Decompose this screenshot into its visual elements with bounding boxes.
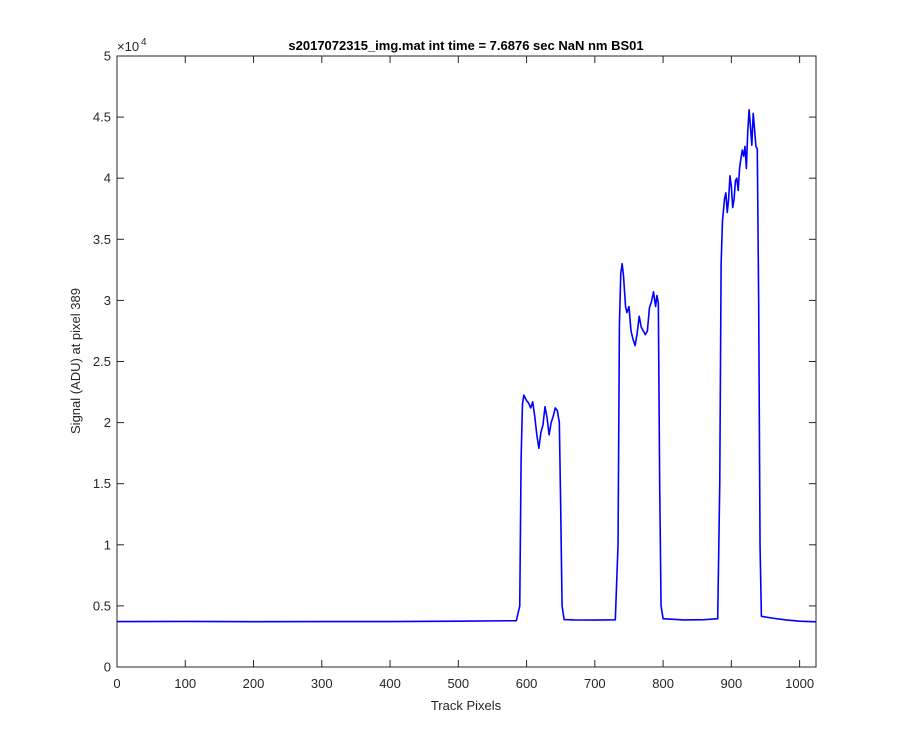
y-exponent-base: ×10	[117, 39, 139, 54]
y-tick-label: 3	[104, 293, 111, 308]
y-tick-label: 2.5	[93, 354, 111, 369]
y-tick-label: 1.5	[93, 476, 111, 491]
x-tick-label: 300	[311, 676, 333, 691]
y-axis-label: Signal (ADU) at pixel 389	[68, 288, 83, 434]
y-tick-label: 2	[104, 415, 111, 430]
y-tick-label: 3.5	[93, 232, 111, 247]
x-tick-label: 100	[174, 676, 196, 691]
y-tick-label: 1	[104, 537, 111, 552]
x-tick-label: 200	[243, 676, 265, 691]
x-tick-label: 800	[652, 676, 674, 691]
y-tick-label: 0.5	[93, 598, 111, 613]
y-exponent-power: 4	[141, 37, 147, 48]
x-tick-label: 900	[721, 676, 743, 691]
x-axis-label: Track Pixels	[431, 698, 502, 713]
x-tick-label: 700	[584, 676, 606, 691]
y-exponent-label: ×10 4	[117, 37, 147, 54]
x-tick-label: 500	[447, 676, 469, 691]
x-tick-label: 600	[516, 676, 538, 691]
axes-box	[116, 55, 817, 668]
x-tick-label: 1000	[785, 676, 814, 691]
x-tick-label: 0	[113, 676, 120, 691]
y-tick-label: 4.5	[93, 110, 111, 125]
x-tick-label: 400	[379, 676, 401, 691]
y-tick-label: 4	[104, 171, 111, 186]
chart-title: s2017072315_img.mat int time = 7.6876 se…	[288, 38, 643, 53]
series-layer	[116, 108, 817, 623]
y-tick-label: 0	[104, 660, 111, 675]
ticks-layer: 0 100 200 300 400 500 600 700 800 900 1000 0 0.5 1 1.5…	[93, 49, 816, 691]
y-tick-label: 5	[104, 49, 111, 64]
series-line	[116, 108, 817, 623]
